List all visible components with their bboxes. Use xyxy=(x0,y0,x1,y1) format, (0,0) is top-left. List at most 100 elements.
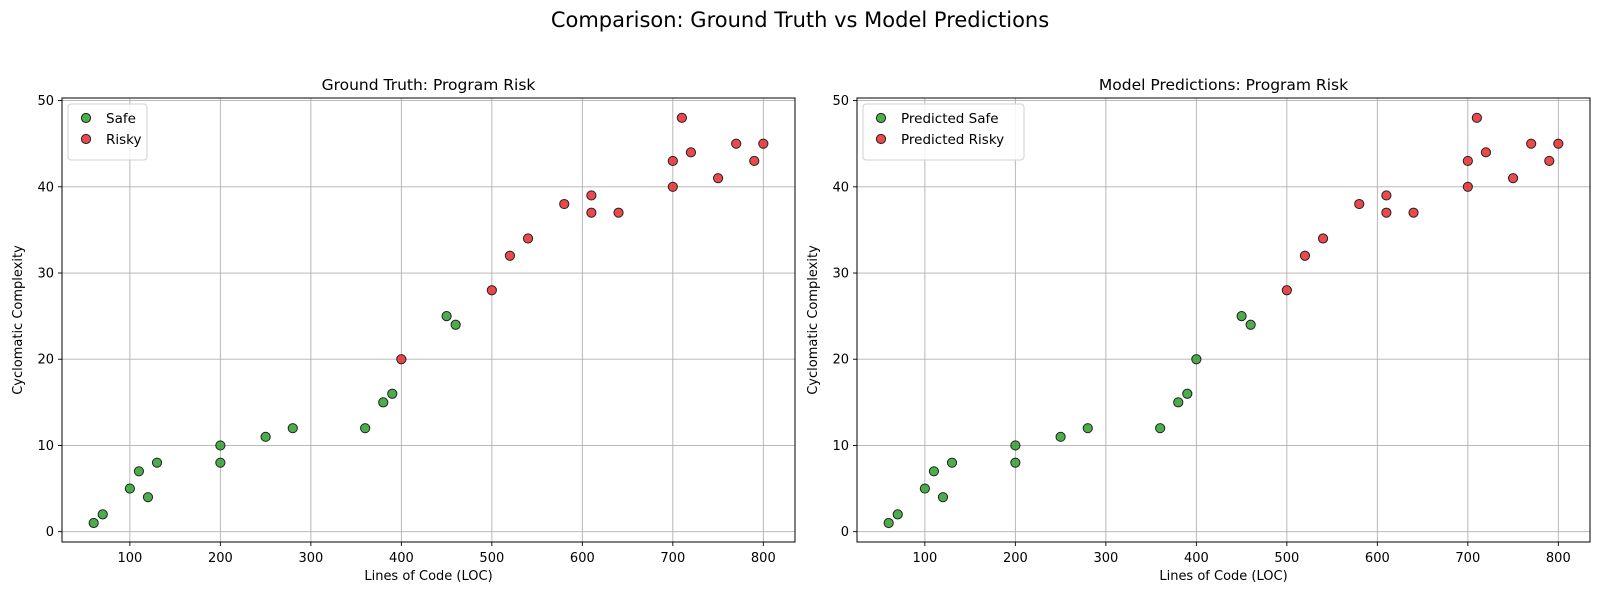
data-point xyxy=(749,155,760,167)
data-point xyxy=(1462,155,1473,167)
data-point xyxy=(1010,440,1021,451)
legend-box xyxy=(862,103,1025,161)
data-point xyxy=(1507,173,1519,184)
data-point xyxy=(396,354,407,365)
x-tick-label: 600 xyxy=(570,551,595,566)
data-point xyxy=(1173,397,1184,408)
x-tick-label: 200 xyxy=(208,551,233,566)
data-point xyxy=(586,190,597,201)
data-point xyxy=(1553,138,1564,149)
data-point xyxy=(441,311,452,322)
data-point xyxy=(1299,250,1311,261)
data-point xyxy=(1381,190,1392,201)
data-point xyxy=(1381,207,1392,218)
legend-marker xyxy=(875,133,887,145)
plot-frame xyxy=(856,97,1591,543)
data-point xyxy=(1354,198,1365,210)
data-point xyxy=(883,517,894,529)
y-tick-label: 40 xyxy=(37,180,54,195)
legend-label: Predicted Risky xyxy=(901,132,1004,148)
data-point xyxy=(1544,155,1555,167)
x-axis-label: Lines of Code (LOC) xyxy=(1159,569,1287,584)
data-point xyxy=(1182,388,1193,399)
data-point xyxy=(937,492,949,503)
series-predicted-safe xyxy=(883,311,1256,529)
legend-marker xyxy=(80,133,92,145)
series-safe xyxy=(88,311,461,529)
data-point xyxy=(287,423,298,434)
y-tick-label: 40 xyxy=(832,180,849,195)
data-point xyxy=(133,466,145,477)
data-point xyxy=(685,147,697,158)
legend-label: Safe xyxy=(106,111,136,127)
data-point xyxy=(504,250,516,261)
legend-marker xyxy=(875,112,887,124)
legend: Safe Risky xyxy=(67,103,148,161)
x-tick-label: 800 xyxy=(751,551,776,566)
data-point xyxy=(1462,181,1473,192)
data-point xyxy=(1408,207,1419,218)
x-tick-label: 200 xyxy=(1003,551,1028,566)
y-tick-label: 30 xyxy=(832,267,849,282)
x-tick-label: 100 xyxy=(117,551,142,566)
x-tick-label: 800 xyxy=(1546,551,1571,566)
y-tick-label: 50 xyxy=(37,94,54,109)
data-point xyxy=(1526,138,1537,149)
x-tick-label: 500 xyxy=(1274,551,1299,566)
data-point xyxy=(758,138,769,149)
chart-panel-2: 100 200 300 400 500 600 700 800 0 10 20 30 40 50 Model… xyxy=(806,76,1591,584)
x-tick-label: 400 xyxy=(389,551,414,566)
series-predicted-risky xyxy=(1281,112,1564,296)
figure-title: Comparison: Ground Truth vs Model Predic… xyxy=(551,8,1049,32)
data-point xyxy=(919,483,930,494)
y-tick-label: 0 xyxy=(841,525,849,540)
data-point xyxy=(1236,311,1247,322)
y-tick-label: 0 xyxy=(46,525,54,540)
legend: Predicted Safe Predicted Risky xyxy=(862,103,1025,161)
data-point xyxy=(88,517,99,529)
data-point xyxy=(1010,457,1021,468)
data-point xyxy=(387,388,398,399)
x-tick-label: 700 xyxy=(660,551,685,566)
data-point xyxy=(613,207,624,218)
data-point xyxy=(124,483,135,494)
data-point xyxy=(1191,354,1202,365)
legend-label: Predicted Safe xyxy=(901,111,999,127)
data-point xyxy=(378,397,389,408)
y-tick-label: 30 xyxy=(37,267,54,282)
data-point xyxy=(1082,423,1093,434)
x-tick-label: 500 xyxy=(479,551,504,566)
legend-marker xyxy=(80,112,92,124)
data-point xyxy=(1155,423,1166,434)
x-tick-label: 400 xyxy=(1184,551,1209,566)
data-point xyxy=(142,492,154,503)
plot-frame xyxy=(61,97,796,543)
chart-title: Model Predictions: Program Risk xyxy=(1099,76,1348,94)
y-tick-label: 10 xyxy=(37,439,54,454)
x-tick-label: 300 xyxy=(298,551,323,566)
data-point xyxy=(667,155,678,167)
data-point xyxy=(522,233,534,244)
y-tick-label: 20 xyxy=(832,353,849,368)
x-tick-label: 300 xyxy=(1093,551,1118,566)
data-point xyxy=(586,207,597,218)
data-point xyxy=(731,138,742,149)
data-point xyxy=(712,173,724,184)
data-point xyxy=(892,509,903,520)
chart-panel-1: 100 200 300 400 500 600 700 800 0 10 20 30 40 50 Groun… xyxy=(11,76,796,584)
data-point xyxy=(1480,147,1492,158)
legend-label: Risky xyxy=(106,132,142,148)
data-point xyxy=(559,198,570,210)
y-axis-label: Cyclomatic Complexity xyxy=(11,245,26,395)
x-tick-label: 100 xyxy=(912,551,937,566)
chart-title: Ground Truth: Program Risk xyxy=(322,76,536,94)
data-point xyxy=(1471,112,1482,123)
data-point xyxy=(450,319,461,330)
data-point xyxy=(486,285,497,296)
x-tick-label: 600 xyxy=(1365,551,1390,566)
data-point xyxy=(1281,285,1292,296)
series-risky xyxy=(396,112,769,365)
data-point xyxy=(667,181,678,192)
data-point xyxy=(1317,233,1329,244)
y-axis-label: Cyclomatic Complexity xyxy=(806,245,821,395)
